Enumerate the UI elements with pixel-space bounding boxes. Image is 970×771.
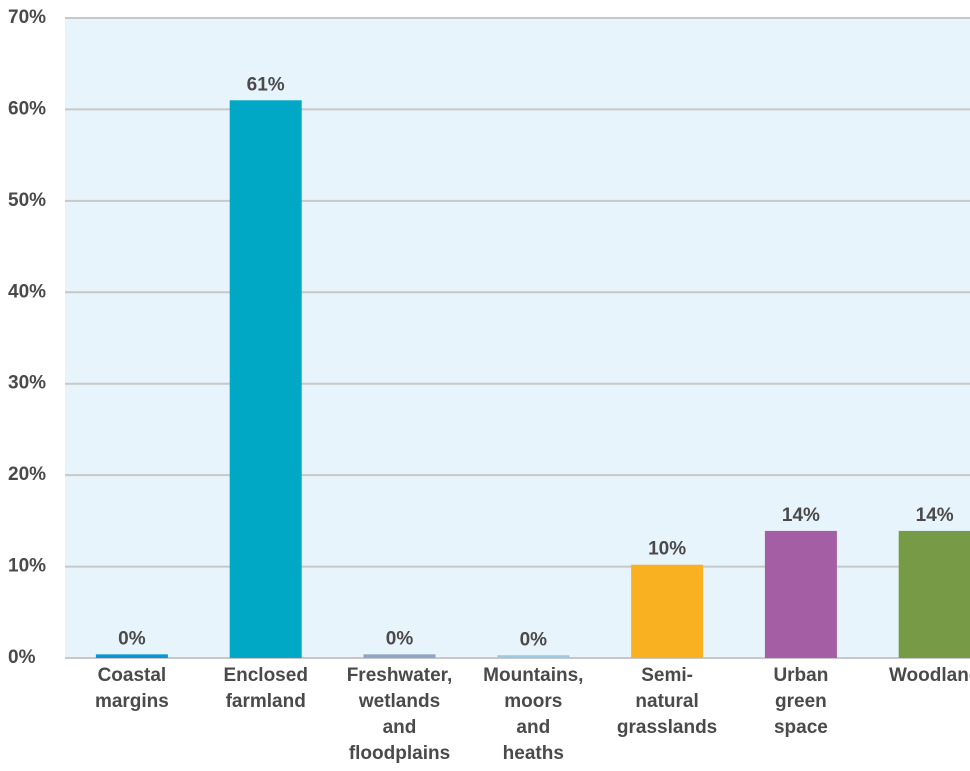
data-label: 14% [916,505,954,526]
y-axis-ticks: 0% 10% 20% 30% 40% 50% 60% 70% [8,7,46,668]
x-category-line: Urban [773,665,828,686]
data-label: 10% [648,539,686,560]
bar [764,530,837,658]
x-category-line: floodplains [349,743,450,764]
data-label: 61% [247,74,285,95]
x-category-line: Mountains, [483,665,583,686]
data-label: 0% [386,628,414,649]
x-category-label: Freshwater, wetlands and floodplains [347,665,453,764]
x-category-line: Semi- [641,665,693,686]
y-tick-label: 10% [8,556,46,577]
x-category-line: grasslands [617,717,717,738]
bar [631,564,704,658]
data-label: 14% [782,505,820,526]
x-category-label: Woodland [889,665,970,686]
x-category-line: Woodland [889,665,970,686]
data-label: 0% [520,629,548,650]
x-category-line: margins [95,691,169,712]
bar [497,655,570,658]
x-category-line: wetlands [358,691,440,712]
x-category-line: green [775,691,827,712]
x-category-line: Enclosed [223,665,307,686]
x-category-label: Mountains, moors and heaths [483,665,583,764]
x-category-label: Semi-natural grasslands [617,665,717,738]
y-tick-label: 70% [8,7,46,28]
x-category-line: moors [504,691,562,712]
y-tick-label: 0% [8,647,36,668]
x-category-line: natural [635,691,698,712]
x-axis-categories: Coastal margins Enclosed farmland Freshwater… [95,665,970,764]
y-tick-label: 60% [8,98,46,119]
y-tick-label: 40% [8,281,46,302]
x-category-line: and [383,717,417,738]
y-tick-label: 50% [8,190,46,211]
x-category-line: and [516,717,550,738]
bar [898,530,970,658]
bars [95,100,970,659]
x-category-label: Urban green space [773,665,828,738]
x-category-label: Enclosed farmland [223,665,307,712]
x-category-line: Freshwater, [347,665,453,686]
data-labels: 0% 61% 0% 0% 10% 14% 14% [118,74,954,650]
y-tick-label: 20% [8,464,46,485]
bar [229,100,302,659]
bar [95,654,168,658]
x-category-line: heaths [503,743,564,764]
data-label: 0% [118,628,146,649]
x-category-line: farmland [226,691,306,712]
x-category-label: Coastal margins [95,665,169,712]
x-category-line: space [774,717,828,738]
gridlines [65,17,970,659]
x-category-line: Coastal [98,665,167,686]
y-tick-label: 30% [8,373,46,394]
bar [363,654,436,658]
